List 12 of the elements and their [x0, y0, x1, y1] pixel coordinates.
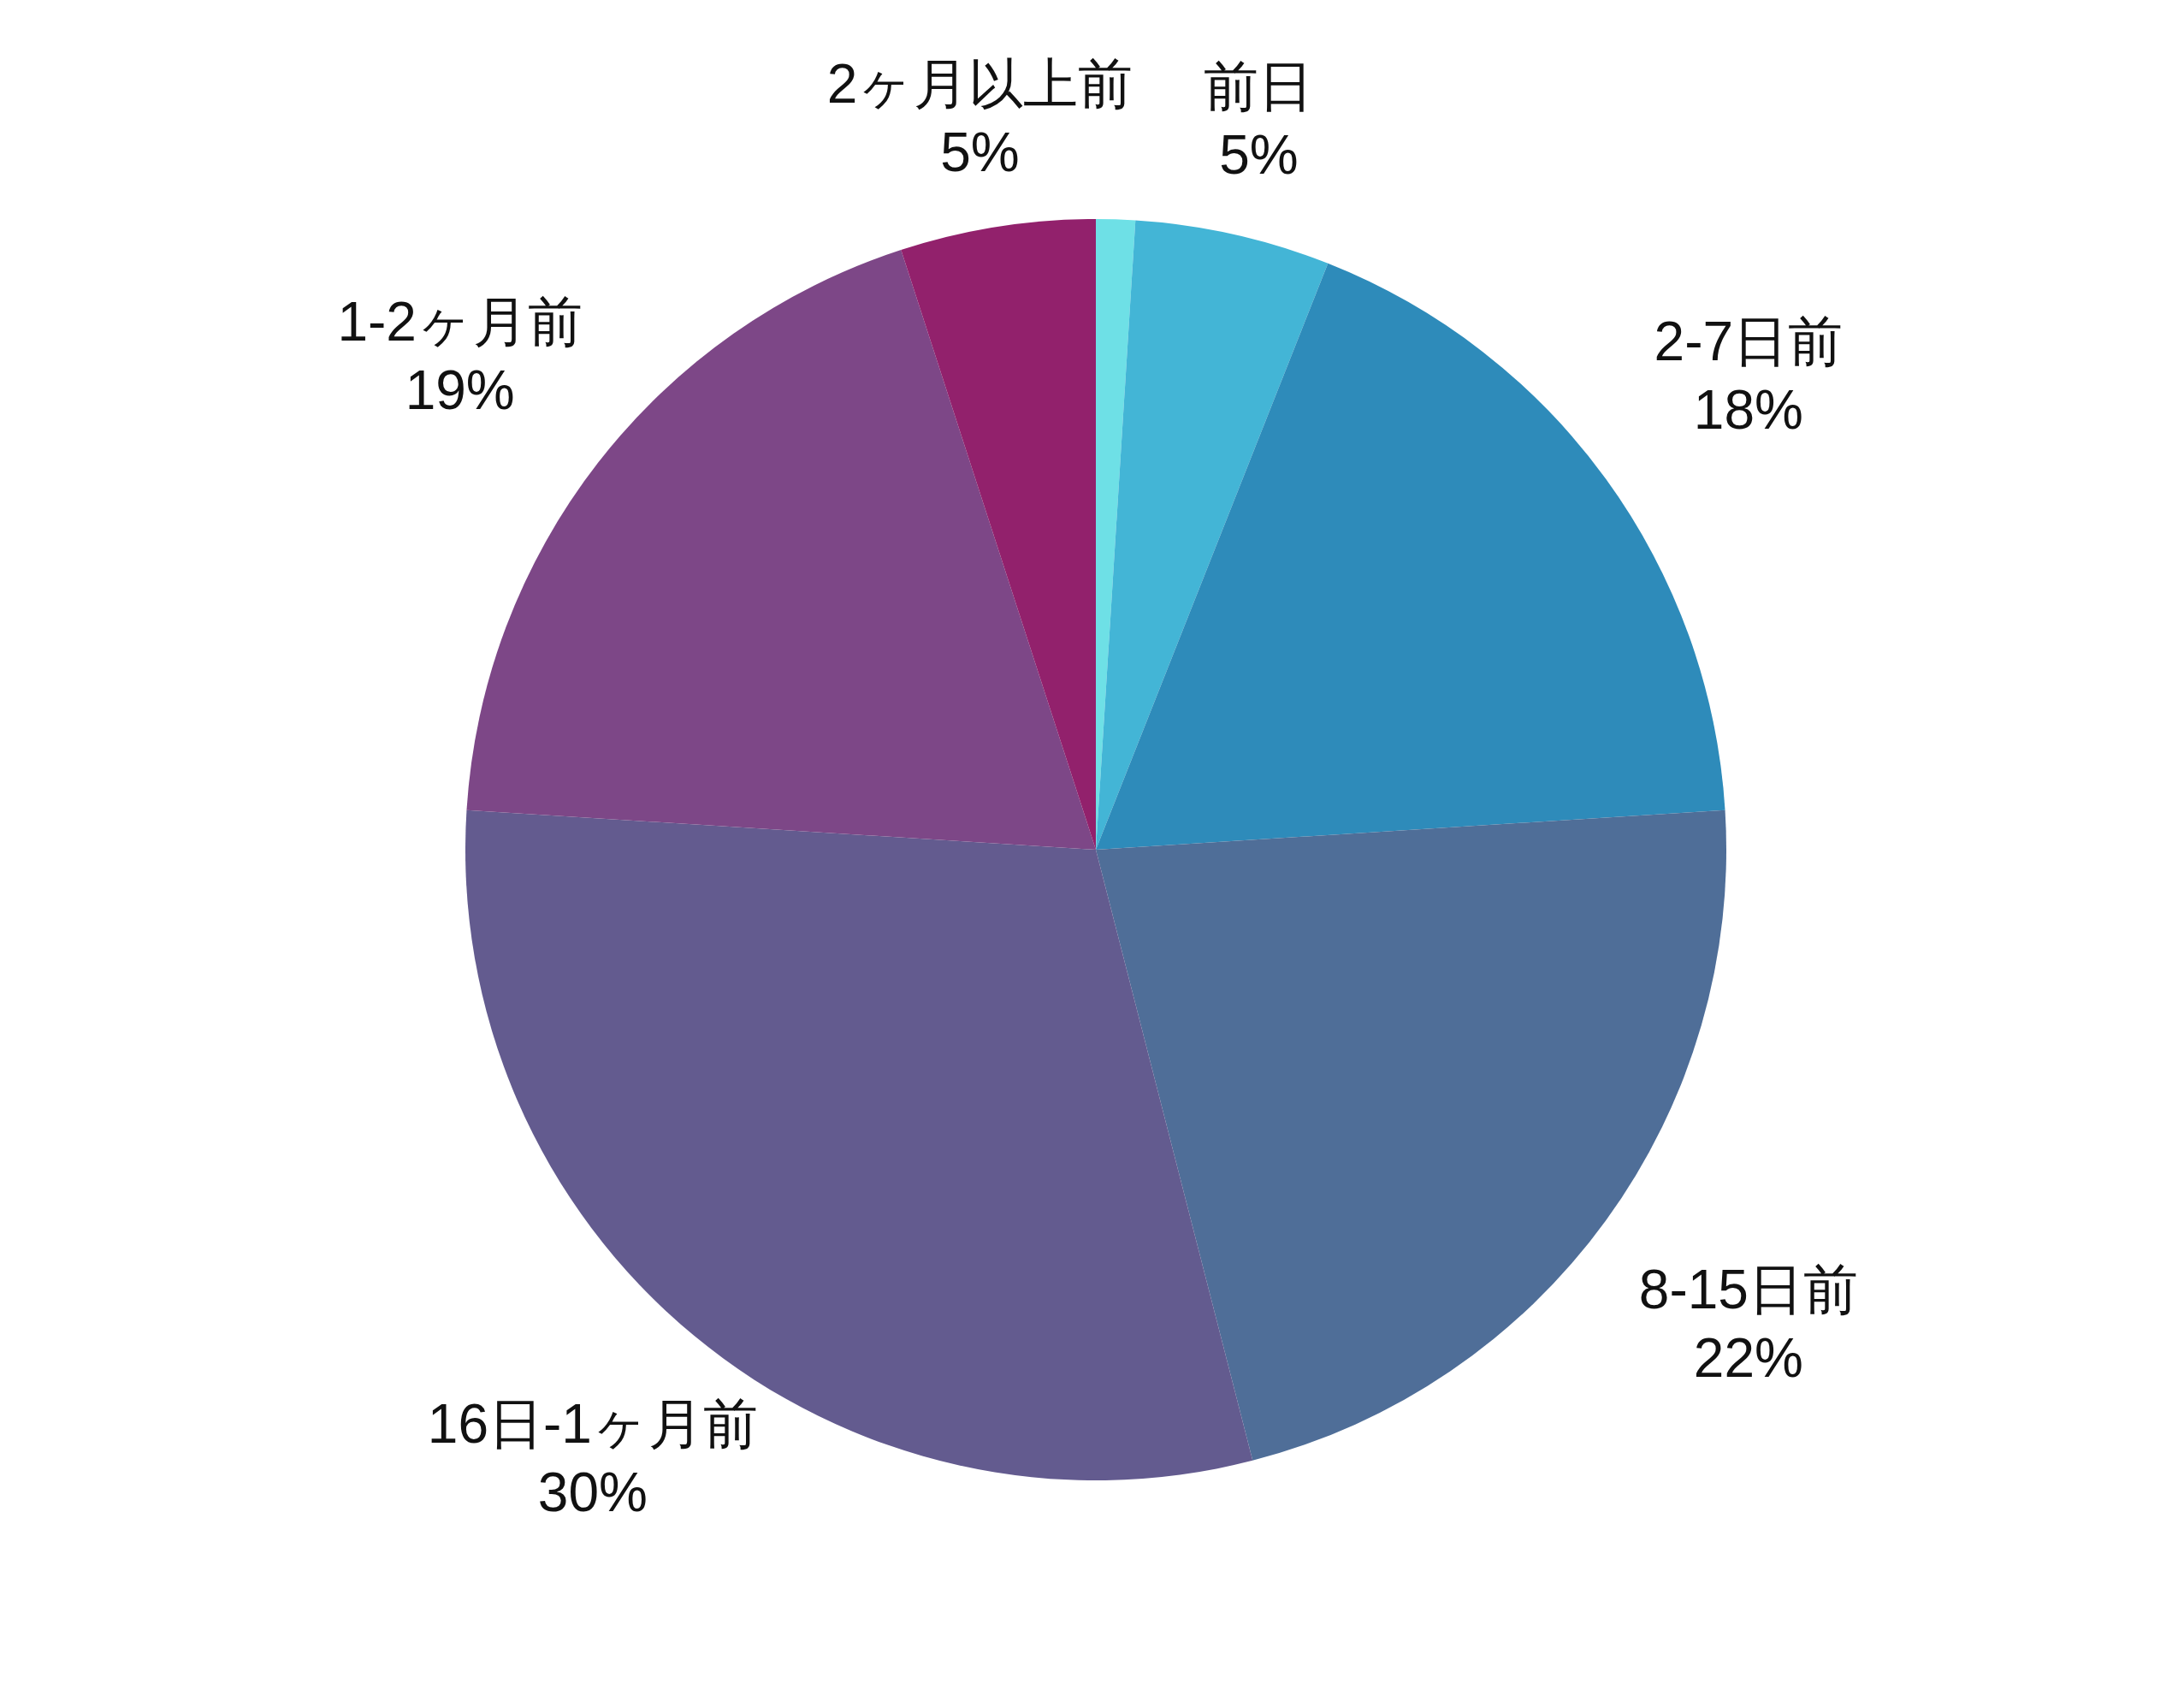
slice-label: 2-7日前 — [1654, 310, 1844, 372]
slice-label: 2ヶ月以上前 — [826, 52, 1133, 115]
slice-label: 前日 — [1204, 55, 1314, 117]
slice-label: 8-15日前 — [1638, 1259, 1858, 1321]
data-label: 5% — [1219, 123, 1299, 186]
data-label: 22% — [1693, 1327, 1803, 1390]
data-label: 19% — [405, 359, 515, 422]
data-label: 30% — [537, 1461, 648, 1523]
slice-label: 16日-1ヶ月前 — [427, 1392, 758, 1455]
slice-label: 1-2ヶ月前 — [337, 291, 583, 353]
data-label: 18% — [1693, 378, 1803, 441]
data-label: 5% — [940, 121, 1020, 183]
